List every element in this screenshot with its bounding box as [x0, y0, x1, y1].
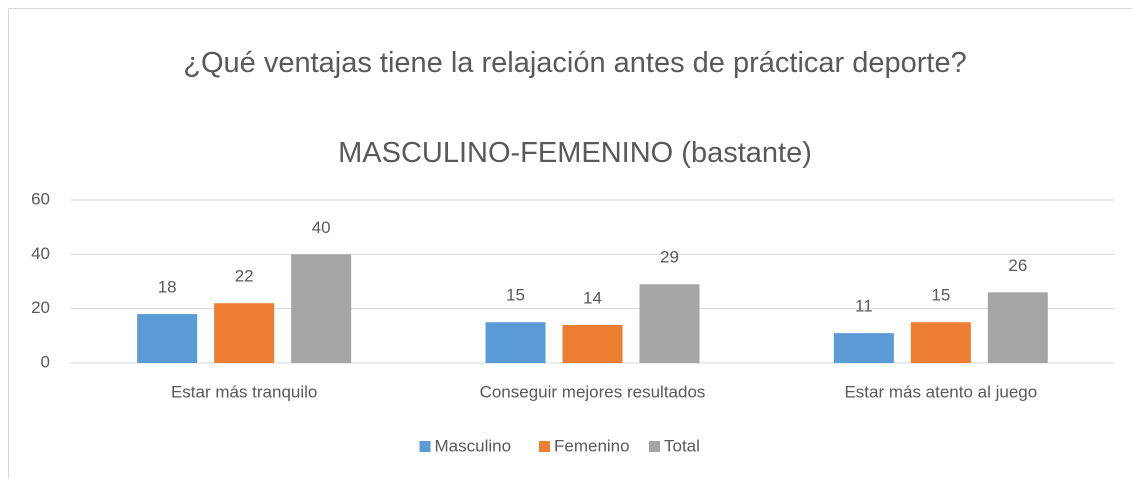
bar [910, 322, 971, 363]
x-tick-label: Estar más atento al juego [844, 382, 1037, 401]
chart-subtitle: MASCULINO-FEMENINO (bastante) [338, 137, 812, 169]
legend-label: Masculino [435, 436, 512, 455]
data-label: 26 [1008, 256, 1027, 275]
legend-label: Femenino [554, 436, 630, 455]
x-tick-label: Conseguir mejores resultados [480, 382, 706, 401]
legend-label: Total [664, 436, 700, 455]
bar [987, 292, 1048, 363]
legend-swatch [649, 441, 660, 452]
bar [562, 324, 623, 363]
data-label: 14 [583, 288, 602, 307]
chart-title: ¿Qué ventajas tiene la relajación antes … [183, 47, 967, 79]
data-label: 18 [158, 278, 177, 297]
data-label: 22 [235, 267, 254, 286]
data-label: 29 [660, 248, 679, 267]
bar [214, 303, 275, 363]
bar [137, 314, 198, 363]
bar [639, 284, 700, 363]
data-label: 11 [855, 297, 873, 316]
bar [291, 254, 352, 363]
bar [833, 333, 894, 363]
data-label: 15 [506, 286, 525, 305]
y-tick-label: 20 [31, 298, 50, 317]
y-tick-label: 60 [31, 189, 50, 208]
data-label: 40 [312, 218, 331, 237]
y-tick-label: 40 [31, 244, 50, 263]
y-tick-label: 0 [41, 352, 50, 371]
legend-swatch [419, 441, 431, 452]
legend-swatch [539, 441, 550, 452]
chart-frame [8, 8, 1132, 479]
data-label: 15 [931, 286, 950, 305]
bar [485, 322, 546, 363]
x-tick-label: Estar más tranquilo [171, 382, 317, 401]
